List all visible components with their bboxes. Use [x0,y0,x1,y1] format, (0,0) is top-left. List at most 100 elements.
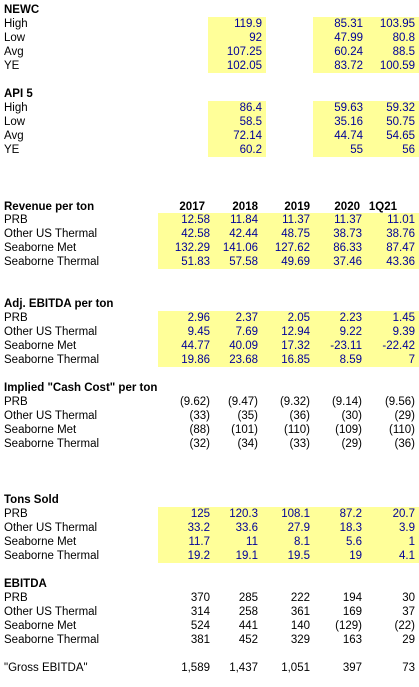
cell-value: 108.1 [281,508,310,520]
cell-value: 370 [191,592,210,604]
cell-value: 125 [191,508,210,520]
section-title: NEWC [4,4,39,16]
row-label: Other US Thermal [4,522,97,534]
row-label: YE [4,60,20,72]
cell-value: 194 [343,592,363,604]
row-label: Other US Thermal [4,228,97,240]
row-label: "Gross EBITDA" [4,662,88,674]
cell-value: 92 [249,32,262,44]
cell-value: 11.84 [230,214,259,226]
cell-value: 222 [291,592,310,604]
cell-value: -22.42 [382,340,415,352]
cell-value: 50.75 [386,116,415,128]
cell-value: (29) [395,410,416,422]
cell-value: 54.65 [386,130,415,142]
cell-value: 3.9 [399,522,415,534]
cell-value: (36) [395,438,416,450]
cell-value: 11 [246,536,258,548]
cell-value: 381 [191,634,210,646]
cell-value: 9.39 [393,326,415,338]
cell-value: 42.44 [229,228,258,240]
cell-value: 58.5 [240,116,262,128]
cell-value: (129) [335,620,362,632]
cell-value: 86.4 [240,102,263,114]
row-label: Seaborne Thermal [4,634,99,646]
row-label: PRB [4,214,28,226]
cell-value: (33) [290,438,311,450]
cell-value: 33.2 [188,522,210,534]
column-header: 2017 [179,201,205,213]
cell-value: (9.14) [332,396,362,408]
cell-value: (33) [190,410,211,422]
cell-value: 132.29 [175,242,210,254]
cell-value: 27.9 [288,522,310,534]
cell-value: 329 [291,634,310,646]
cell-value: 35.16 [334,116,363,128]
row-label: PRB [4,592,28,604]
cell-value: 1,589 [181,662,210,674]
cell-value: (9.62) [180,396,210,408]
cell-value: -23.11 [330,340,362,352]
cell-value: 19.5 [288,550,310,562]
cell-value: 56 [402,144,415,156]
cell-value: 40.09 [229,340,258,352]
cell-value: 49.69 [281,256,310,268]
cell-value: 9.22 [340,326,362,338]
row-label: Seaborne Thermal [4,438,99,450]
cell-value: (30) [342,410,363,422]
cell-value: 12.58 [181,214,210,226]
cell-value: 524 [191,620,211,632]
row-label: PRB [4,312,28,324]
cell-value: 72.14 [233,130,262,142]
cell-value: 9.45 [188,326,210,338]
highlight [313,17,419,73]
cell-value: (34) [238,438,259,450]
cell-value: 397 [343,662,362,674]
cell-value: 5.6 [346,536,362,548]
row-label: Other US Thermal [4,606,97,618]
cell-value: 11.37 [282,214,310,226]
cell-value: 29 [402,634,415,646]
column-header: 2020 [334,201,360,213]
cell-value: 37.46 [333,256,362,268]
cell-value: 16.85 [281,354,310,366]
highlight [158,213,419,269]
highlight [208,17,266,73]
row-label: High [4,18,28,30]
cell-value: 1,437 [229,662,258,674]
cell-value: 120.3 [229,508,258,520]
highlight [208,101,266,157]
row-label: Seaborne Thermal [4,256,99,268]
section-title: Revenue per ton [4,201,94,213]
section-title: Implied "Cash Cost" per ton [4,382,157,394]
cell-value: 2.05 [288,312,310,324]
row-label: Seaborne Met [4,424,77,436]
cell-value: 59.32 [386,102,415,114]
cell-value: (29) [342,438,363,450]
row-label: Seaborne Thermal [4,354,99,366]
cell-value: 163 [343,634,362,646]
cell-value: (101) [231,424,258,436]
section-title: Adj. EBITDA per ton [4,298,113,310]
cell-value: 12.94 [281,326,310,338]
cell-value: 2.96 [188,312,210,324]
highlight [158,311,419,367]
cell-value: 19.1 [236,550,258,562]
cell-value: (109) [335,424,362,436]
cell-value: 60.2 [240,144,262,156]
row-label: High [4,102,28,114]
column-header: 1Q21 [369,201,398,213]
cell-value: 37 [402,606,415,618]
cell-value: 55 [350,144,363,156]
cell-value: 57.58 [229,256,258,268]
row-label: Seaborne Met [4,620,77,632]
cell-value: 86.33 [333,242,362,254]
row-label: Avg [4,46,24,58]
cell-value: 103.95 [380,18,415,30]
section-title: API 5 [4,88,33,100]
cell-value: (9.56) [385,396,415,408]
row-label: Seaborne Met [4,340,77,352]
cell-value: 7.69 [236,326,258,338]
cell-value: 18.3 [340,522,362,534]
cell-value: 7 [409,354,415,366]
